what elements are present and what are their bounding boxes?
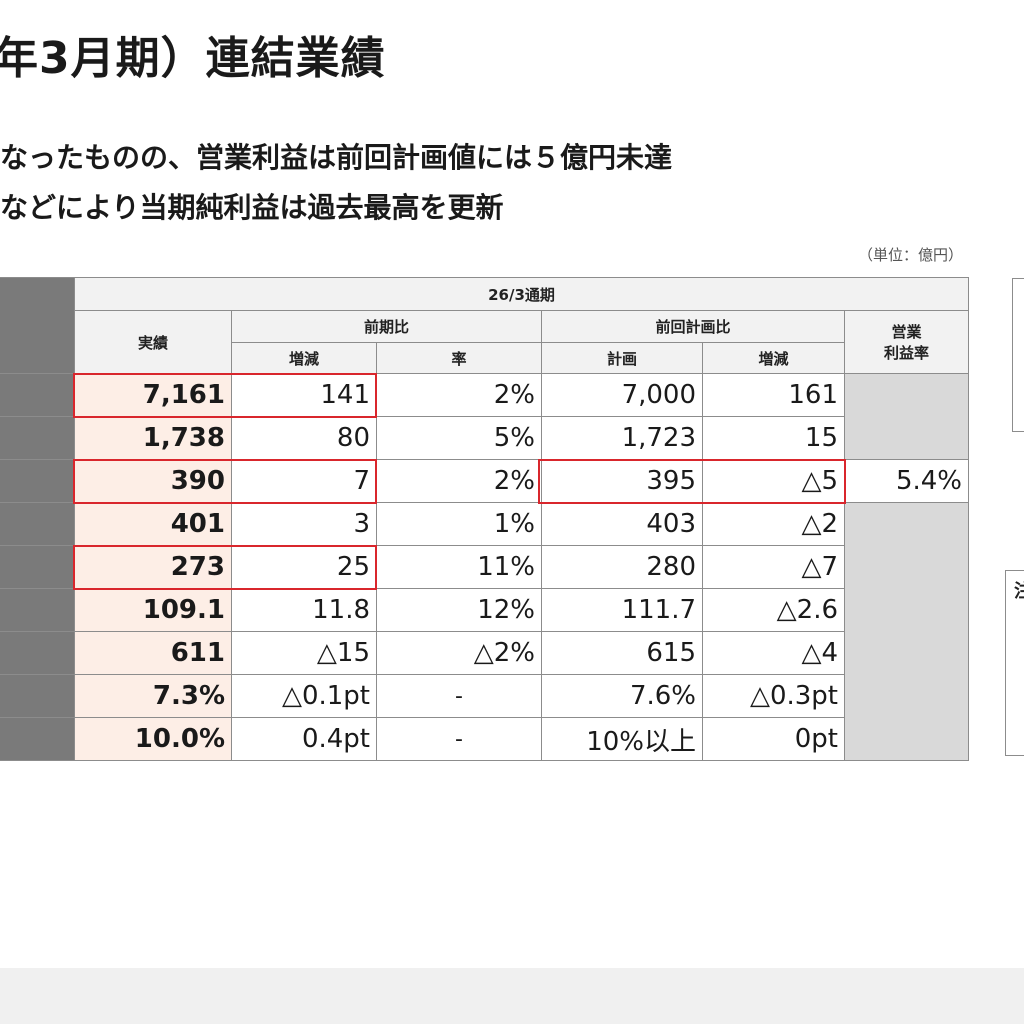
cell-plan: 280 xyxy=(541,545,703,589)
subtitle-line-2: などにより当期純利益は過去最高を更新 xyxy=(0,191,504,224)
period-header: 26/3通期 xyxy=(74,277,969,311)
cell-plan-change: △2.6 xyxy=(702,588,845,632)
row-label xyxy=(0,545,75,589)
cell-actual: 7.3% xyxy=(74,674,232,718)
cell-change: △15 xyxy=(231,631,377,675)
cell-change: 80 xyxy=(231,416,377,460)
cell-margin-empty xyxy=(844,373,969,460)
row-label xyxy=(0,631,75,675)
cell-actual: 401 xyxy=(74,502,232,546)
table-row: 273 25 11% 280 △7 xyxy=(0,545,969,589)
cell-actual: 273 xyxy=(74,545,232,589)
table-row: 611 △15 △2% 615 △4 xyxy=(0,631,969,675)
col-plan-header: 計画 xyxy=(541,342,703,374)
cell-plan-change: 161 xyxy=(702,373,845,417)
cell-rate: 12% xyxy=(376,588,542,632)
cell-plan-change: △5 xyxy=(702,459,845,503)
row-label xyxy=(0,502,75,546)
table-row: 7,161 141 2% 7,000 161 xyxy=(0,373,969,460)
cell-plan: 403 xyxy=(541,502,703,546)
group-prev-header: 前期比 xyxy=(231,310,542,343)
page-title: 年3月期）連結業績 xyxy=(0,33,386,84)
cell-rate: 1% xyxy=(376,502,542,546)
cell-plan-change: 15 xyxy=(702,416,845,460)
row-label xyxy=(0,717,75,761)
cell-plan-change: △0.3pt xyxy=(702,674,845,718)
col-change-header: 増減 xyxy=(231,342,377,374)
side-panel-bottom: 注 xyxy=(1005,570,1024,756)
cell-rate: 2% xyxy=(376,373,542,417)
group-plan-header: 前回計画比 xyxy=(541,310,845,343)
unit-note: （単位：億円） xyxy=(858,246,964,264)
cell-change: 25 xyxy=(231,545,377,589)
table-row: 7.3% △0.1pt - 7.6% △0.3pt xyxy=(0,674,969,718)
cell-actual: 10.0% xyxy=(74,717,232,761)
cell-rate: 11% xyxy=(376,545,542,589)
cell-change: 3 xyxy=(231,502,377,546)
cell-plan: 395 xyxy=(541,459,703,503)
row-label xyxy=(0,416,75,460)
cell-plan: 1,723 xyxy=(541,416,703,460)
subtitle-line-1: なったものの、営業利益は前回計画値には５億円未達 xyxy=(0,141,673,174)
cell-plan-change: △7 xyxy=(702,545,845,589)
cell-margin: 5.4% xyxy=(844,459,969,503)
table-row: 1,738 80 5% 1,723 15 xyxy=(0,416,969,460)
table-row: 10.0% 0.4pt - 10%以上 0pt xyxy=(0,717,969,761)
results-table: 26/3通期 実績 前期比 前回計画比 営業 利益率 増減 率 計画 増減 7,1… xyxy=(0,277,969,761)
cell-rate: 2% xyxy=(376,459,542,503)
footer-bar xyxy=(0,968,1024,1024)
table-row: 390 7 2% 395 △5 5.4% xyxy=(0,459,969,503)
row-label xyxy=(0,674,75,718)
cell-plan: 7.6% xyxy=(541,674,703,718)
row-label xyxy=(0,588,75,632)
side-panel-top xyxy=(1012,278,1024,432)
row-label xyxy=(0,459,75,503)
col-margin-header: 営業 利益率 xyxy=(844,310,969,374)
col-rate-header: 率 xyxy=(376,342,542,374)
col-plan-change-header: 増減 xyxy=(702,342,845,374)
row-label-header xyxy=(0,277,75,374)
cell-change: △0.1pt xyxy=(231,674,377,718)
table-row: 109.1 11.8 12% 111.7 △2.6 xyxy=(0,588,969,632)
row-label xyxy=(0,373,75,417)
cell-margin-empty xyxy=(844,502,969,761)
cell-change: 7 xyxy=(231,459,377,503)
cell-actual: 611 xyxy=(74,631,232,675)
cell-actual: 7,161 xyxy=(74,373,232,417)
cell-rate: △2% xyxy=(376,631,542,675)
col-actual-header: 実績 xyxy=(74,310,232,374)
table-row: 401 3 1% 403 △2 xyxy=(0,502,969,761)
cell-rate: 5% xyxy=(376,416,542,460)
cell-plan: 111.7 xyxy=(541,588,703,632)
side-panel-char: 注 xyxy=(1014,581,1024,602)
cell-actual: 109.1 xyxy=(74,588,232,632)
cell-change: 141 xyxy=(231,373,377,417)
cell-plan: 615 xyxy=(541,631,703,675)
cell-plan: 7,000 xyxy=(541,373,703,417)
cell-plan-change: △2 xyxy=(702,502,845,546)
cell-actual: 1,738 xyxy=(74,416,232,460)
cell-rate: - xyxy=(376,674,542,718)
cell-plan: 10%以上 xyxy=(541,717,703,761)
cell-actual: 390 xyxy=(74,459,232,503)
cell-plan-change: △4 xyxy=(702,631,845,675)
cell-change: 11.8 xyxy=(231,588,377,632)
cell-plan-change: 0pt xyxy=(702,717,845,761)
cell-rate: - xyxy=(376,717,542,761)
cell-change: 0.4pt xyxy=(231,717,377,761)
